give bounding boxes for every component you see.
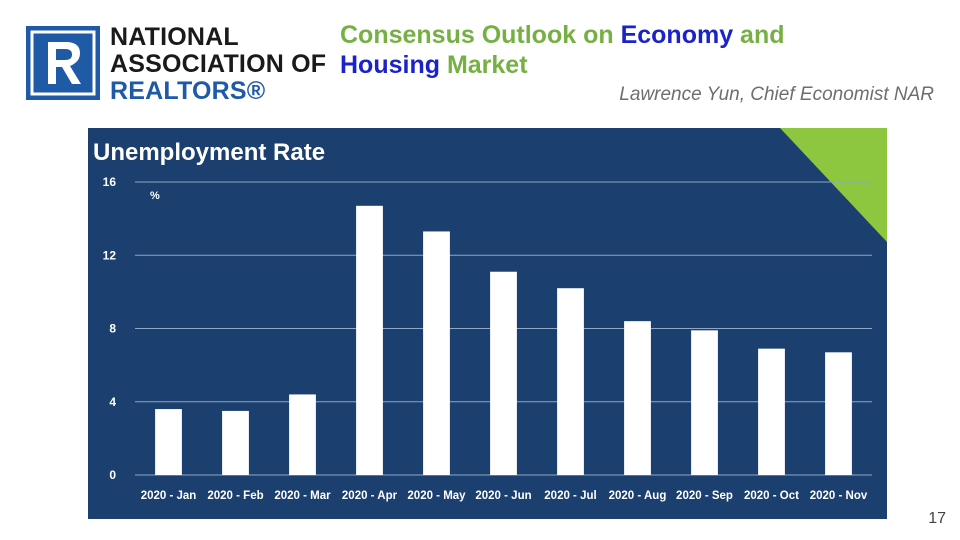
y-axis-unit: %	[150, 190, 160, 202]
title-part-3: Market	[440, 51, 528, 79]
x-tick-labels: 2020 - Jan 2020 - Feb 2020 - Mar 2020 - Apr…	[141, 490, 868, 502]
y-tick-label: 12	[103, 248, 117, 262]
chart-background	[88, 128, 887, 519]
x-tick-label: 2020 - Jan	[141, 490, 197, 502]
nar-logo: NATIONAL ASSOCIATION OF REALTORS®	[26, 22, 336, 105]
y-tick-label: 0	[109, 468, 116, 482]
y-tick-label: 8	[109, 322, 116, 336]
x-tick-label: 2020 - Jun	[475, 490, 531, 502]
bar	[222, 410, 249, 475]
bar	[691, 330, 718, 475]
bars	[155, 205, 852, 475]
x-tick-label: 2020 - Jul	[544, 490, 596, 502]
bar	[289, 394, 316, 475]
y-tick-labels: 0 4 8 12 16	[103, 175, 117, 482]
logo-line-national: NATIONAL	[110, 23, 239, 51]
title-part-1: Consensus Outlook on	[340, 21, 621, 49]
bar	[155, 409, 182, 475]
y-tick-label: 16	[103, 175, 117, 189]
slide-title: Consensus Outlook on Economy and Housing…	[340, 20, 940, 80]
x-tick-label: 2020 - Aug	[609, 490, 667, 502]
bar	[356, 205, 383, 475]
x-tick-label: 2020 - Oct	[744, 490, 799, 502]
x-tick-label: 2020 - May	[407, 490, 466, 502]
realtor-r-icon	[26, 26, 100, 100]
title-highlight-economy: Economy	[620, 21, 734, 49]
page-number: 17	[928, 510, 946, 527]
x-tick-label: 2020 - Nov	[810, 490, 868, 502]
bar	[490, 271, 517, 475]
bar	[624, 321, 651, 475]
logo-line-realtors: REALTORS®	[110, 77, 266, 105]
chart-title: Unemployment Rate	[93, 139, 325, 166]
accent-triangle	[780, 128, 887, 242]
logo-line-association: ASSOCIATION OF	[110, 50, 327, 78]
x-tick-label: 2020 - Feb	[207, 490, 263, 502]
bar	[758, 348, 785, 475]
x-tick-label: 2020 - Mar	[274, 490, 331, 502]
bar	[825, 352, 852, 475]
logo-wordmark: NATIONAL ASSOCIATION OF REALTORS®	[110, 24, 326, 105]
title-highlight-housing: Housing	[340, 51, 440, 79]
x-tick-label: 2020 - Apr	[342, 490, 398, 502]
y-tick-label: 4	[109, 395, 116, 409]
author-credit: Lawrence Yun, Chief Economist NAR	[619, 84, 934, 105]
x-tick-label: 2020 - Sep	[676, 490, 733, 502]
title-part-2: and	[733, 21, 785, 49]
slide-header: Consensus Outlook on Economy and Housing…	[340, 20, 940, 80]
bar	[423, 231, 450, 475]
bar	[557, 288, 584, 475]
